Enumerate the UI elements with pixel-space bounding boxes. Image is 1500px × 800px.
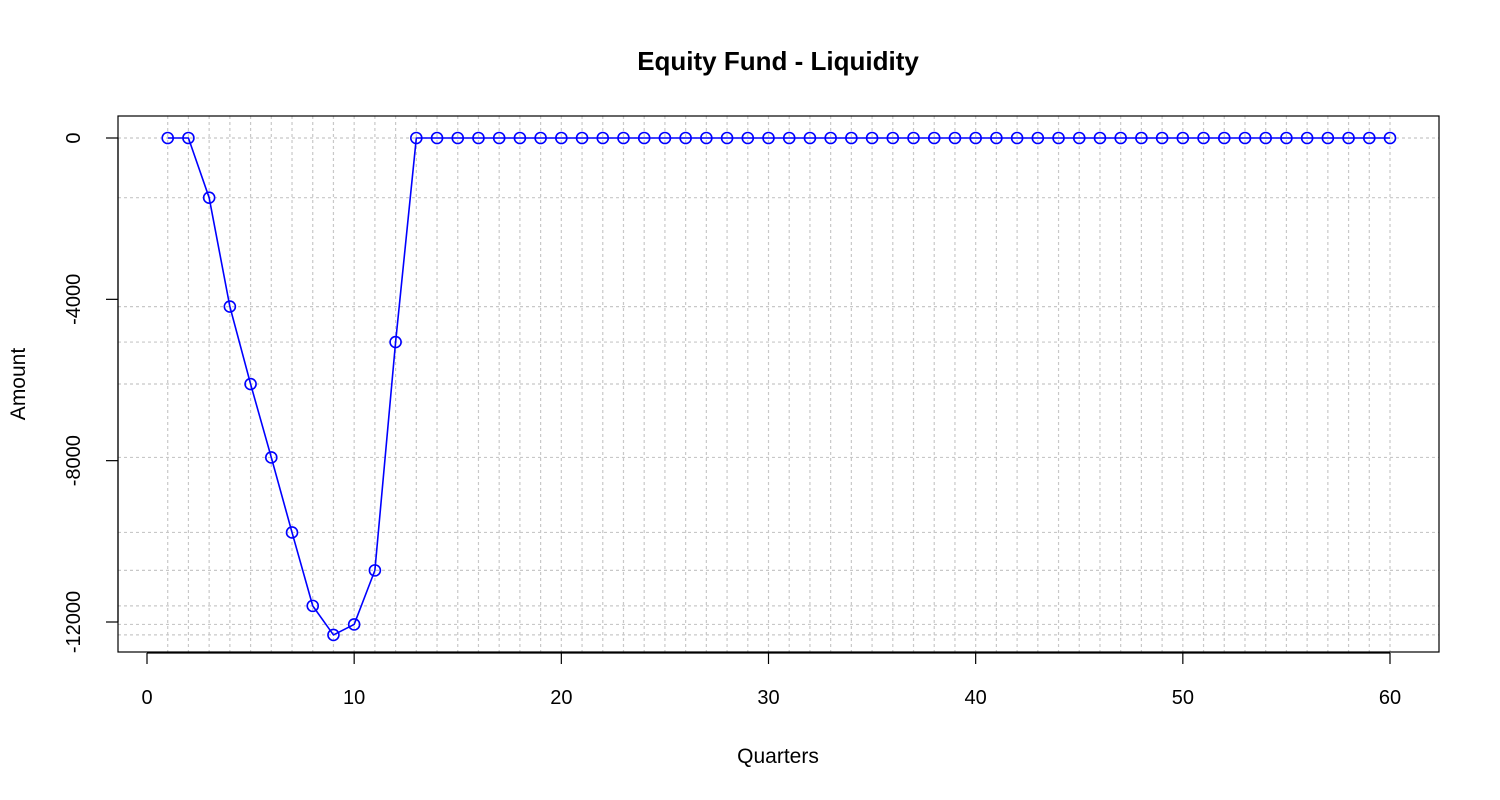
y-tick-label: -4000 — [63, 274, 85, 325]
data-point — [782, 131, 796, 145]
data-point — [658, 131, 672, 145]
data-point — [555, 131, 568, 145]
data-point — [1342, 131, 1355, 145]
data-point — [865, 131, 879, 145]
data-point — [1238, 131, 1252, 145]
data-point — [1362, 131, 1376, 145]
data-point — [1155, 131, 1169, 145]
data-point — [617, 131, 630, 145]
data-point — [720, 131, 734, 145]
data-point — [1135, 131, 1148, 145]
data-point — [285, 526, 299, 539]
data-point — [1114, 131, 1127, 145]
data-point — [202, 191, 216, 204]
data-point — [1176, 131, 1190, 145]
data-point — [679, 131, 692, 145]
data-point — [1052, 131, 1065, 145]
data-point — [513, 131, 527, 145]
data-point — [637, 131, 651, 145]
data-point — [327, 628, 340, 642]
x-tick-label: 30 — [757, 687, 779, 709]
y-axis-label: Amount — [7, 348, 30, 421]
data-point — [1072, 131, 1086, 145]
y-axis: 0 -4000 -8000 -12000 — [63, 132, 119, 653]
data-point — [824, 131, 837, 145]
x-tick-label: 10 — [343, 687, 365, 709]
data-point — [368, 564, 382, 577]
data-point — [472, 131, 485, 145]
data-point — [223, 300, 237, 313]
data-point — [534, 131, 547, 145]
data-point — [244, 377, 257, 391]
data-point — [1031, 131, 1045, 145]
data-point — [803, 131, 817, 145]
x-tick-label: 40 — [965, 687, 987, 709]
grid — [118, 116, 1439, 652]
y-tick-label: -12000 — [63, 591, 85, 653]
data-point — [347, 618, 361, 631]
data-point — [1383, 131, 1397, 145]
x-tick-label: 50 — [1172, 687, 1194, 709]
data-point — [575, 131, 589, 145]
data-point — [451, 131, 465, 145]
data-point — [492, 131, 506, 145]
chart-title: Equity Fund - Liquidity — [637, 46, 919, 76]
x-axis-label: Quarters — [737, 745, 819, 768]
y-tick-label: -8000 — [63, 435, 85, 486]
data-point — [389, 335, 402, 349]
data-point — [845, 131, 858, 145]
data-point — [1280, 131, 1293, 145]
data-point — [948, 131, 962, 145]
series-line — [167, 137, 1390, 636]
data-point — [306, 599, 320, 613]
data-point — [161, 131, 175, 145]
series-layer — [161, 131, 1397, 642]
data-point — [907, 131, 920, 145]
x-tick-label: 20 — [550, 687, 572, 709]
x-tick-label: 0 — [141, 687, 152, 709]
x-axis: 0 10 20 30 40 50 60 — [141, 652, 1401, 709]
data-point — [990, 131, 1003, 145]
data-point — [410, 131, 423, 145]
x-tick-label: 60 — [1379, 687, 1401, 709]
data-point — [1217, 131, 1231, 145]
data-point — [1259, 131, 1272, 145]
data-point — [741, 131, 755, 145]
data-point — [430, 131, 444, 145]
data-point — [1321, 131, 1335, 145]
data-point — [700, 131, 713, 145]
data-point — [927, 131, 941, 145]
data-point — [886, 131, 900, 145]
data-point — [264, 451, 278, 464]
data-point — [1010, 131, 1024, 145]
data-point — [762, 131, 775, 145]
data-point — [1197, 131, 1210, 145]
data-point — [969, 131, 982, 145]
y-tick-label: 0 — [63, 132, 85, 143]
data-point — [1300, 131, 1314, 145]
data-point — [182, 131, 195, 145]
data-point — [596, 131, 610, 145]
data-point — [1093, 131, 1107, 145]
